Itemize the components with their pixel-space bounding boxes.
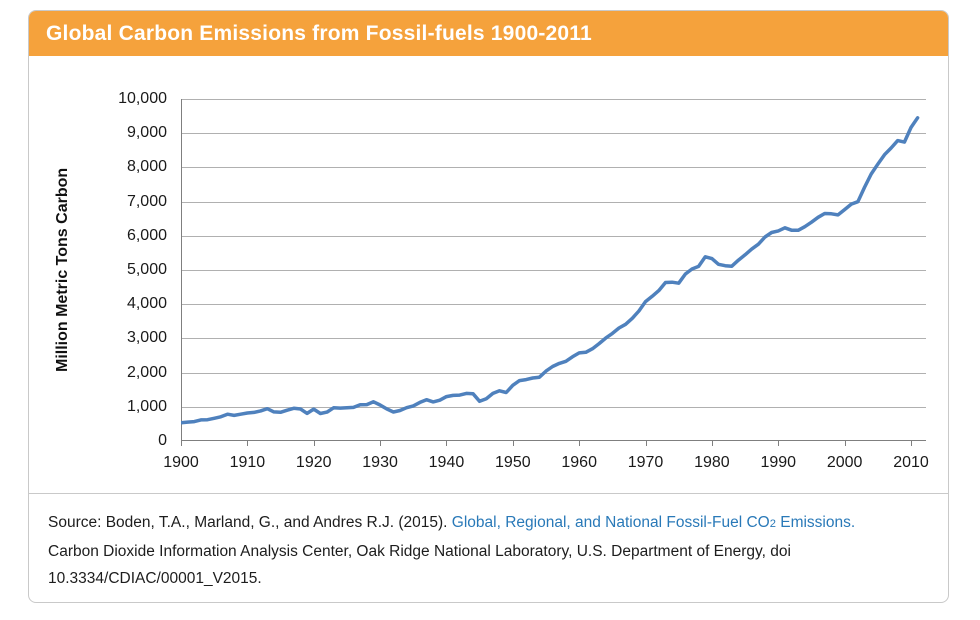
y-tick-label: 3,000	[126, 329, 167, 347]
emissions-line-chart	[179, 99, 926, 447]
chart-title: Global Carbon Emissions from Fossil-fuel…	[46, 21, 592, 45]
x-tick-label: 1950	[495, 454, 531, 471]
source-link-text-after: Emissions.	[775, 514, 856, 531]
emissions-line-chart-svg	[179, 99, 926, 446]
source-citation: Source: Boden, T.A., Marland, G., and An…	[48, 509, 893, 592]
x-tick-label: 1930	[362, 454, 398, 471]
y-tick-label: 5,000	[126, 261, 167, 278]
x-tick-label: 1900	[163, 454, 199, 471]
y-tick-label: 1,000	[126, 397, 167, 415]
x-tick-label: 1920	[295, 454, 332, 471]
emissions-chart-card: Global Carbon Emissions from Fossil-fuel…	[28, 10, 949, 603]
x-tick-label: 1970	[627, 454, 664, 471]
source-section: Source: Boden, T.A., Marland, G., and An…	[29, 494, 948, 603]
y-tick-label: 10,000	[118, 90, 167, 107]
source-link-text: Global, Regional, and National Fossil-Fu…	[451, 514, 770, 531]
source-link[interactable]: Global, Regional, and National Fossil-Fu…	[452, 514, 855, 531]
x-tick-label: 1960	[561, 454, 597, 471]
x-tick-label: 1940	[428, 454, 465, 471]
y-tick-label: 0	[158, 432, 167, 449]
x-tick-label: 2010	[893, 454, 929, 471]
source-citation-rest: Carbon Dioxide Information Analysis Cent…	[48, 543, 791, 587]
co2-subscript: 2	[769, 518, 776, 530]
y-tick-label: 4,000	[126, 295, 167, 313]
x-tick-label: 1910	[229, 454, 266, 471]
chart-header-bar: Global Carbon Emissions from Fossil-fuel…	[29, 11, 948, 56]
emissions-line-series	[179, 116, 920, 425]
y-tick-label: 9,000	[126, 124, 167, 142]
x-tick-label: 1990	[760, 454, 797, 471]
y-tick-label: 2,000	[126, 363, 167, 381]
source-citation-prefix: Source: Boden, T.A., Marland, G., and An…	[48, 514, 452, 531]
y-tick-label: 7,000	[126, 192, 167, 210]
y-tick-label: 6,000	[126, 226, 167, 244]
chart-plot-area: Million Metric Tons Carbon 0 1,000 2,000 3,…	[29, 56, 948, 494]
x-tick-label: 2000	[826, 454, 863, 471]
y-tick-label: 8,000	[126, 158, 167, 176]
x-tick-label: 1980	[694, 454, 730, 471]
